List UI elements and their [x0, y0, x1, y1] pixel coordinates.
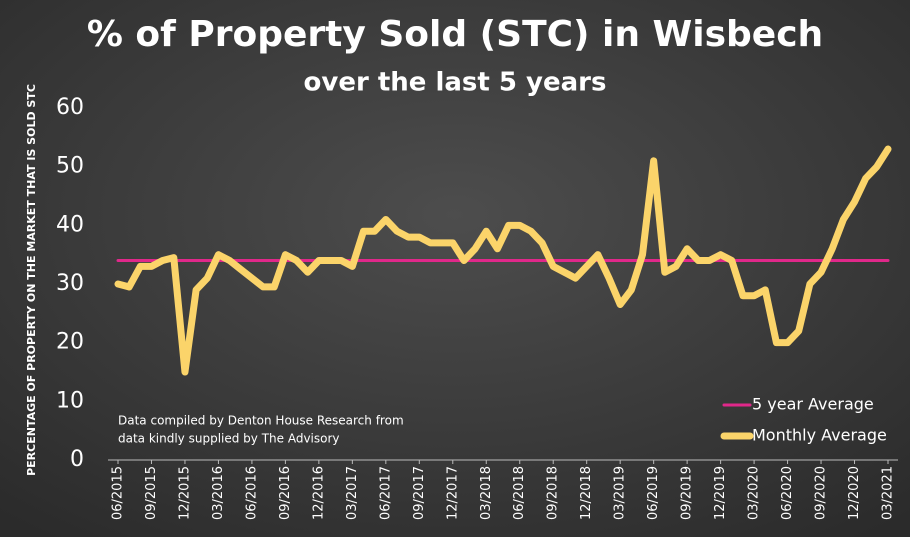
- x-tick-label: 03/2021: [881, 466, 896, 520]
- y-tick-label: 0: [70, 447, 84, 472]
- y-tick-label: 50: [56, 154, 84, 179]
- x-tick-label: 06/2015: [111, 466, 126, 520]
- x-tick-label: 12/2020: [847, 466, 862, 520]
- x-tick-label: 09/2020: [814, 466, 829, 520]
- y-tick-label: 40: [56, 212, 84, 237]
- x-tick-label: 12/2019: [713, 466, 728, 520]
- x-tick-label: 09/2017: [412, 466, 427, 520]
- x-tick-label: 12/2016: [311, 466, 326, 520]
- y-tick-label: 20: [56, 330, 84, 355]
- x-tick-label: 12/2018: [579, 466, 594, 520]
- annotation: Data compiled by Denton House Research f…: [118, 414, 404, 428]
- x-tick-label: 06/2020: [780, 466, 795, 520]
- x-tick-label: 09/2016: [278, 466, 293, 520]
- x-tick-label: 03/2017: [345, 466, 360, 520]
- x-tick-label: 03/2019: [613, 466, 628, 520]
- x-tick-label: 03/2018: [479, 466, 494, 520]
- x-tick-label: 09/2018: [546, 466, 561, 520]
- series-line: [114, 145, 892, 376]
- y-tick-label: 30: [56, 271, 84, 296]
- x-tick-label: 06/2017: [378, 466, 393, 520]
- x-tick-label: 03/2020: [747, 466, 762, 520]
- x-tick-label: 03/2016: [211, 466, 226, 520]
- y-axis-label: PERCENTAGE OF PROPERTY ON THE MARKET THA…: [25, 84, 38, 476]
- x-tick-label: 09/2015: [144, 466, 159, 520]
- chart-subtitle: over the last 5 years: [304, 68, 607, 98]
- x-tick-label: 12/2015: [177, 466, 192, 520]
- y-tick-label: 60: [56, 95, 84, 120]
- legend-label: Monthly Average: [752, 426, 887, 445]
- legend-label: 5 year Average: [752, 395, 874, 414]
- y-tick-label: 10: [56, 388, 84, 413]
- x-tick-label: 06/2019: [646, 466, 661, 520]
- x-tick-label: 09/2019: [680, 466, 695, 520]
- annotation: data kindly supplied by The Advisory: [118, 432, 340, 446]
- x-tick-label: 12/2017: [445, 466, 460, 520]
- x-tick-label: 06/2016: [244, 466, 259, 520]
- chart-title: % of Property Sold (STC) in Wisbech: [87, 14, 823, 55]
- x-tick-label: 06/2018: [512, 466, 527, 520]
